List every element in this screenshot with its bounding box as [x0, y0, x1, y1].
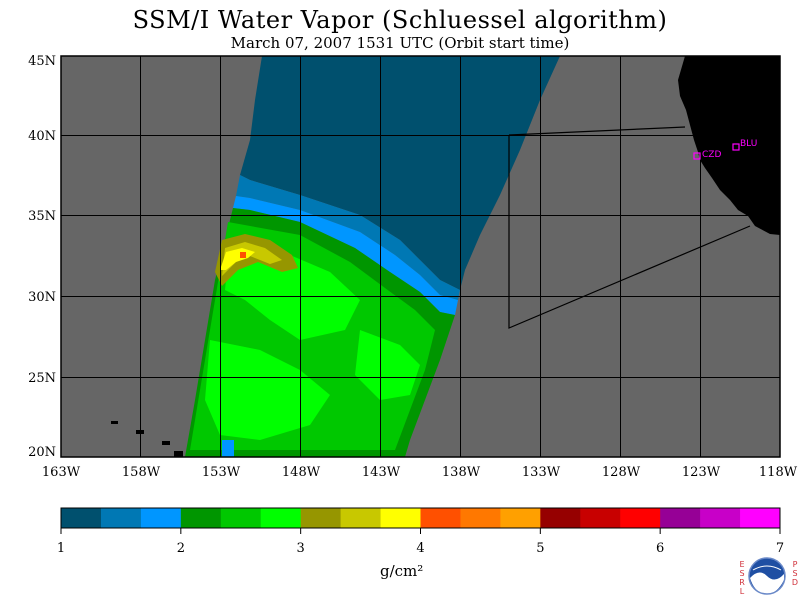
lon-label: 123W	[682, 465, 721, 480]
colorbar-tick-label: 4	[416, 541, 424, 556]
colorbar-swatch	[220, 508, 262, 528]
colorbar-swatch	[420, 508, 461, 528]
lon-label: 148W	[282, 465, 321, 480]
lat-label: 45N	[28, 54, 56, 69]
lon-label: 128W	[602, 465, 641, 480]
colorbar-swatch	[61, 508, 102, 528]
map-frame	[60, 55, 781, 458]
colorbar-swatch	[580, 508, 621, 528]
colorbar-tick-label: 7	[776, 541, 784, 556]
lon-label: 133W	[522, 465, 561, 480]
lon-label: 153W	[202, 465, 241, 480]
colorbar-ticks: 1 2 3 4 5 6 7	[57, 528, 784, 556]
colorbar-swatch	[660, 508, 701, 528]
swath-blue-patch	[222, 440, 234, 457]
colorbar-swatch	[300, 508, 342, 528]
map-title: SSM/I Water Vapor (Schluessel algorithm)	[132, 6, 668, 34]
hawaii-island	[111, 421, 118, 424]
colorbar-swatch	[340, 508, 382, 528]
colorbar-swatch	[540, 508, 581, 528]
swath-yellow	[220, 248, 255, 270]
swath-orange-spot	[240, 252, 246, 258]
hawaii-island	[174, 451, 183, 457]
swath-bright-green-2	[205, 340, 330, 440]
station-czd-label: CZD	[702, 150, 721, 160]
lat-label: 40N	[28, 129, 56, 144]
swath-bright-green	[225, 240, 360, 340]
lon-label: 163W	[42, 465, 81, 480]
swath-dark-blue	[240, 56, 560, 290]
lat-label: 25N	[28, 371, 56, 386]
track-line	[508, 135, 751, 329]
colorbar-swatch	[500, 508, 541, 528]
colorbar-tick-label: 3	[297, 541, 305, 556]
colorbar-swatch	[260, 508, 302, 528]
colorbar-swatch	[460, 508, 501, 528]
colorbar-swatch	[100, 508, 142, 528]
colorbar-tick-label: 1	[57, 541, 65, 556]
swath-light-blue-band	[233, 196, 458, 315]
lat-label: 20N	[28, 445, 56, 460]
lon-label: 143W	[362, 465, 401, 480]
station-blu-marker	[732, 143, 740, 151]
colorbar-tick-label: 2	[177, 541, 185, 556]
hawaii-island	[162, 441, 170, 445]
station-blu-label: BLU	[740, 139, 757, 149]
lat-label: 35N	[28, 209, 56, 224]
colorbar-swatch	[740, 508, 781, 528]
track-line-2	[508, 126, 686, 136]
lon-label: 138W	[442, 465, 481, 480]
colorbar-swatch	[620, 508, 661, 528]
noaa-logo	[748, 557, 786, 595]
colorbar-tick-label: 5	[536, 541, 544, 556]
swath-bright-green-3	[355, 330, 420, 400]
colorbar-swatch	[380, 508, 421, 528]
lon-label: 118W	[759, 465, 798, 480]
colorbar-swatch	[700, 508, 741, 528]
colorbar-unit: g/cm²	[380, 562, 424, 580]
colorbar	[61, 508, 781, 528]
lon-label: 158W	[122, 465, 161, 480]
lat-axis: 45N 40N 35N 30N 25N 20N	[28, 54, 56, 460]
grid	[61, 56, 780, 457]
lon-axis: 163W 158W 153W 148W 143W 138W 133W 128W …	[42, 465, 798, 480]
station-czd-marker	[693, 152, 701, 160]
california-land	[678, 56, 780, 235]
colorbar-swatch	[180, 508, 222, 528]
colorbar-swatch	[140, 508, 182, 528]
map-subtitle: March 07, 2007 1531 UTC (Orbit start tim…	[230, 34, 570, 52]
swath-medium-blue-band	[236, 175, 460, 300]
colorbar-tick-label: 6	[656, 541, 664, 556]
lat-label: 30N	[28, 290, 56, 305]
